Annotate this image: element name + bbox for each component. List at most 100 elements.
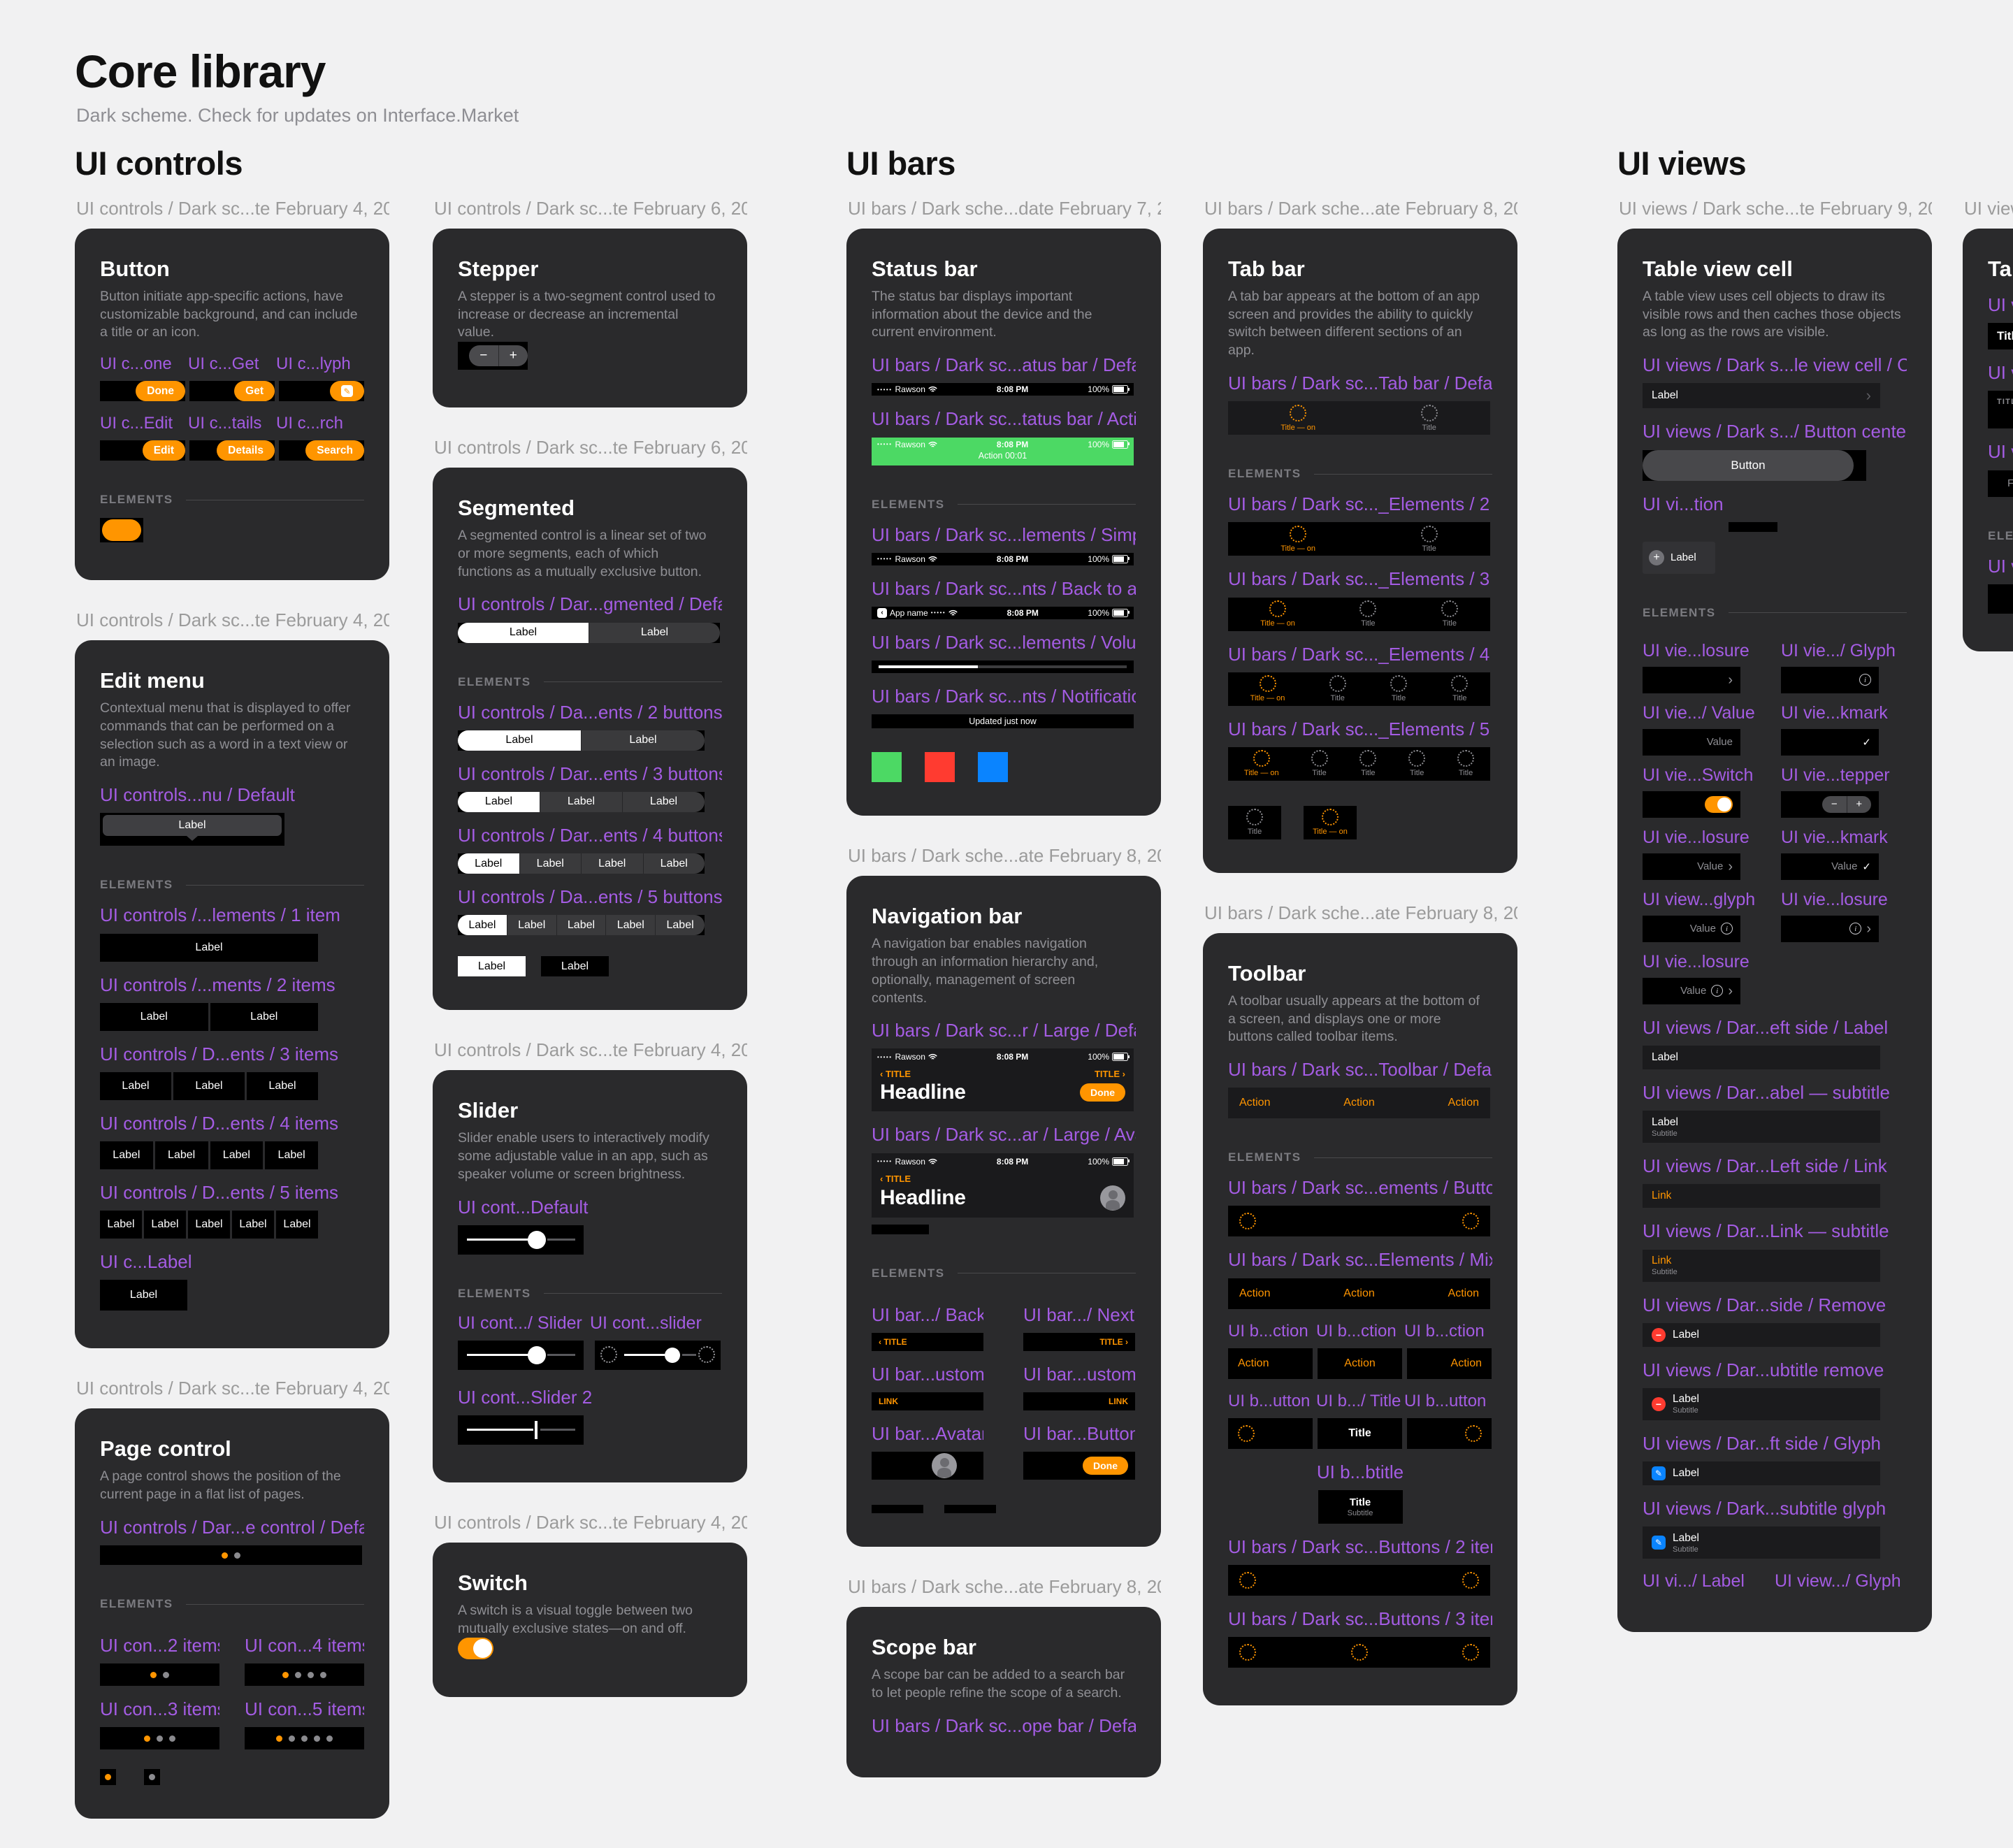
edit-menu-item[interactable]: Label <box>144 1211 186 1239</box>
info-icon[interactable]: i <box>1859 674 1871 686</box>
tab-item[interactable]: Title <box>1359 600 1377 628</box>
details-button[interactable]: Details <box>217 440 275 461</box>
switch-toggle[interactable] <box>458 1638 493 1660</box>
tab-item[interactable]: Title <box>1420 404 1438 432</box>
slider-knob[interactable] <box>665 1347 680 1363</box>
centered-button[interactable]: Button <box>1643 449 1854 481</box>
nav-tile-avatar[interactable] <box>872 1452 983 1480</box>
stepper-plus-button[interactable]: + <box>1846 795 1872 813</box>
orange-pill-button[interactable] <box>102 519 141 542</box>
toolbar-action-tile[interactable]: Action <box>1318 1348 1402 1379</box>
table-cell-row[interactable]: Link Subtitle <box>1643 1249 1880 1282</box>
segment-button[interactable]: Label <box>458 915 507 936</box>
segment-button[interactable]: Label <box>581 730 705 751</box>
table-cell-row[interactable]: ✎ Label Subtitle <box>1643 1526 1880 1559</box>
toolbar-action-button[interactable]: Action <box>1448 1097 1479 1109</box>
nav-tile-linkright[interactable]: LINK <box>1023 1392 1135 1411</box>
segment-button[interactable]: Label <box>540 791 622 812</box>
remove-icon[interactable]: − <box>1652 1396 1666 1411</box>
back-link[interactable]: ‹ TITLE <box>880 1069 911 1080</box>
table-cell-row[interactable]: Label Subtitle <box>1643 1111 1880 1143</box>
toolbar-action-tile[interactable]: Action <box>1407 1348 1492 1379</box>
nav-tile-linkleft[interactable]: LINK <box>872 1392 983 1411</box>
segment-button[interactable]: Label <box>458 791 540 812</box>
edit-menu-item[interactable]: Label <box>100 1141 153 1170</box>
toolbar-action-tile[interactable]: Action <box>1228 1348 1313 1379</box>
avatar[interactable] <box>1100 1185 1125 1211</box>
toolbar-icon-placeholder[interactable] <box>1239 1572 1256 1589</box>
edit-menu-item[interactable]: Label <box>265 1141 318 1170</box>
edit-menu-item[interactable]: Label <box>100 1211 142 1239</box>
tab-item[interactable]: Title <box>1457 750 1475 777</box>
remove-icon[interactable]: − <box>1652 1327 1666 1342</box>
segment-button[interactable]: Label <box>642 853 705 874</box>
toolbar-action-button[interactable]: Action <box>1239 1097 1271 1109</box>
tab-item[interactable]: Title — on <box>1280 525 1315 553</box>
link-label[interactable]: LINK <box>1109 1396 1128 1407</box>
page-control[interactable] <box>245 1727 364 1750</box>
tab-item[interactable]: Title <box>1408 750 1426 777</box>
edit-menu-item[interactable]: Label <box>154 1141 208 1170</box>
page-control[interactable] <box>100 1663 219 1687</box>
cell-tile-info[interactable]: i <box>1781 666 1879 693</box>
nav-tile-nexttitle[interactable]: TITLE › <box>1023 1332 1135 1351</box>
tab-item[interactable]: Title — on <box>1244 750 1279 777</box>
done-button[interactable]: Done <box>1083 1457 1128 1475</box>
segment-button[interactable]: Label <box>622 791 705 812</box>
cell-link[interactable]: Link <box>1652 1255 1672 1267</box>
done-button[interactable]: Done <box>136 381 185 402</box>
get-button[interactable]: Get <box>234 381 275 402</box>
forward-link[interactable]: TITLE › <box>1099 1336 1128 1347</box>
link-label[interactable]: LINK <box>879 1396 898 1407</box>
cell-tile-valuecheck[interactable]: Value ✓ <box>1781 853 1879 880</box>
edit-menu-item[interactable]: Label <box>100 1071 171 1100</box>
add-label-tile[interactable]: + Label <box>1643 541 1715 574</box>
segment-button[interactable]: Label <box>655 915 705 936</box>
toolbar-icon-placeholder[interactable] <box>1462 1644 1479 1661</box>
avatar[interactable] <box>932 1453 957 1479</box>
slider-control[interactable] <box>458 1340 584 1370</box>
edit-menu-item[interactable]: Label <box>100 933 318 962</box>
segment-button[interactable]: Label <box>458 730 581 751</box>
stepper-minus-button[interactable]: − <box>479 348 488 363</box>
tab-item[interactable]: Title — on <box>1313 809 1348 836</box>
toolbar-icon-tile[interactable] <box>1228 1417 1313 1449</box>
table-cell-row[interactable]: ✎ Label <box>1643 1461 1880 1486</box>
edit-menu-item[interactable]: Label <box>210 1002 318 1031</box>
stepper-minus-button[interactable]: − <box>1831 798 1838 811</box>
cell-link[interactable]: Link <box>1652 1190 1672 1202</box>
cell-tile-infochev[interactable]: i › <box>1781 915 1879 942</box>
toolbar-icon-tile[interactable] <box>1407 1417 1492 1449</box>
tab-item[interactable]: Title — on <box>1250 675 1285 702</box>
back-link[interactable]: ‹ TITLE <box>879 1336 907 1347</box>
info-icon[interactable]: i <box>1711 985 1724 997</box>
toolbar-icon-placeholder[interactable] <box>1239 1644 1256 1661</box>
segment-button[interactable]: Label <box>519 853 581 874</box>
stepper-plus-button[interactable]: + <box>498 345 528 367</box>
segment-button[interactable]: Label <box>556 915 606 936</box>
nav-tile-donebtn[interactable]: Done <box>1023 1452 1135 1480</box>
edit-menu-item[interactable]: Label <box>100 1002 208 1031</box>
volume-slider-control[interactable] <box>595 1340 721 1370</box>
slider2-control[interactable] <box>458 1415 584 1445</box>
segment-button[interactable]: Label <box>458 622 589 643</box>
search-button[interactable]: Search <box>305 440 364 461</box>
segment-button[interactable]: Label <box>605 915 656 936</box>
tab-item[interactable]: Title <box>1441 600 1458 628</box>
forward-link[interactable]: TITLE › <box>1094 1069 1125 1080</box>
toolbar-icon-placeholder[interactable] <box>1462 1572 1479 1589</box>
slider-control[interactable] <box>458 1225 584 1255</box>
tab-item[interactable]: Title <box>1311 750 1328 777</box>
table-cell-row[interactable]: − Label Subtitle <box>1643 1387 1880 1420</box>
cell-tile-chev[interactable]: › <box>1643 666 1740 693</box>
edit-menu-item[interactable]: Label <box>247 1071 318 1100</box>
edit-menu-item[interactable]: Label <box>232 1211 274 1239</box>
cell-tile-valueinfochev[interactable]: Value i › <box>1643 977 1740 1004</box>
cell-tile-valuechev[interactable]: Value › <box>1643 853 1740 880</box>
edit-menu-item[interactable]: Label <box>188 1211 230 1239</box>
pencil-button[interactable]: ✎ <box>330 381 364 402</box>
cell-tile-valueinfo[interactable]: Value i <box>1643 915 1740 942</box>
toolbar-icon-placeholder[interactable] <box>1350 1644 1368 1661</box>
back-link[interactable]: ‹ TITLE <box>880 1173 911 1184</box>
tab-item[interactable]: Title — on <box>1280 404 1315 432</box>
